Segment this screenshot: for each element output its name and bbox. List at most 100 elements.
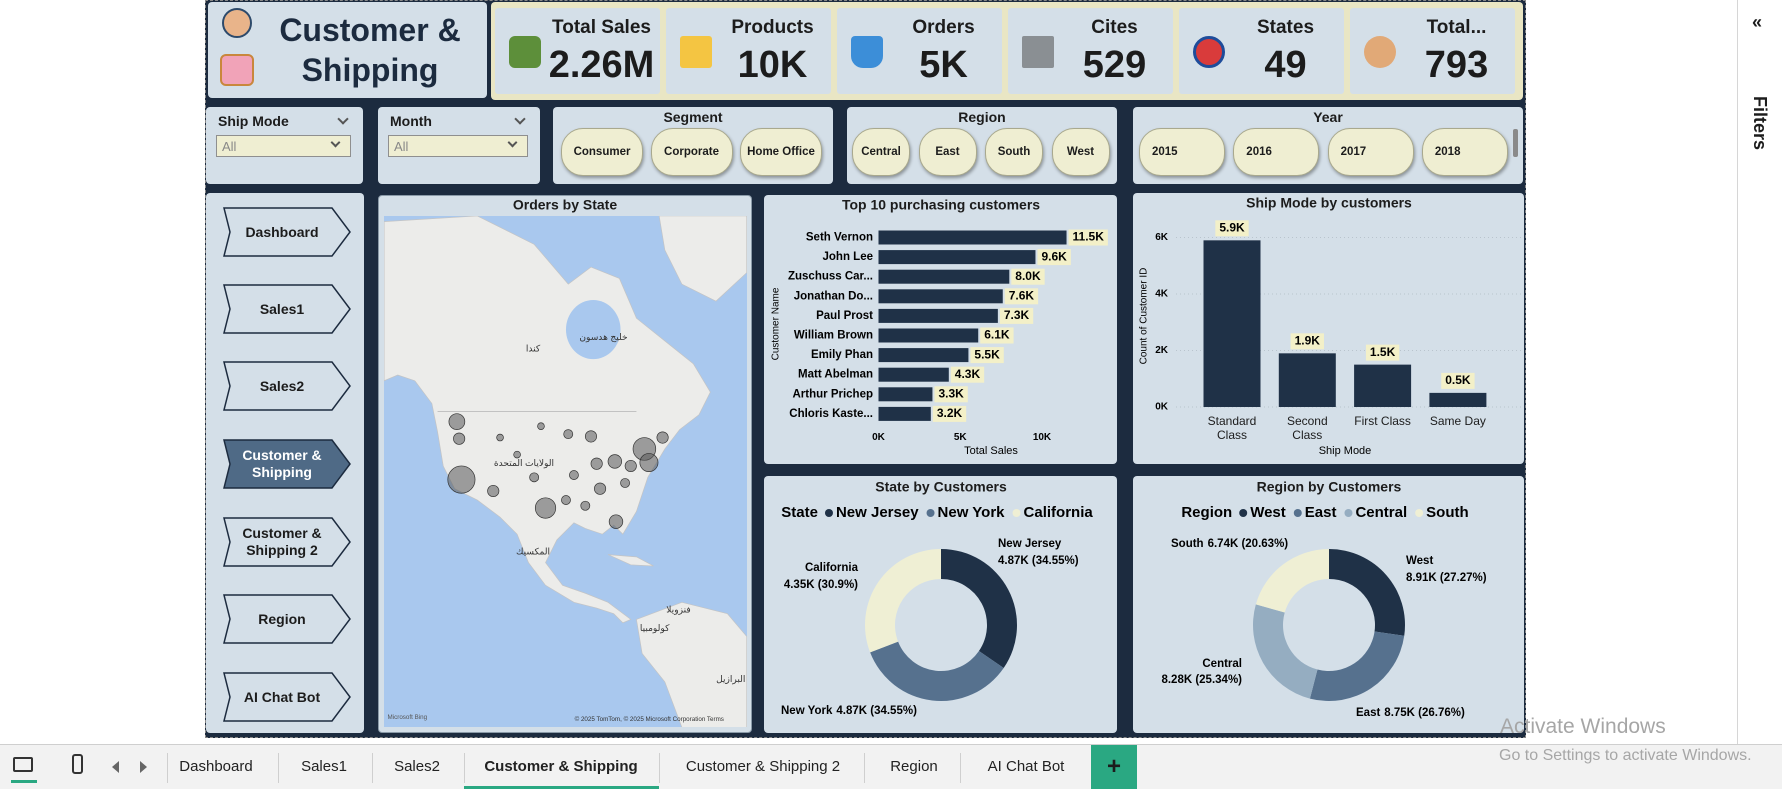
header-panel: Customer & Shipping (208, 2, 487, 98)
dropdown-box[interactable]: All (216, 135, 351, 157)
tab-separator (864, 753, 865, 783)
desktop-view-underline (11, 780, 37, 783)
kpi-card: Orders 5K (837, 8, 1002, 94)
watermark-text: Go to Settings to activate Windows. (1499, 747, 1752, 764)
kpi-label: Cites (1091, 17, 1138, 38)
nav-button[interactable]: Sales2 (218, 360, 352, 412)
collapse-button[interactable]: « (1752, 12, 1763, 32)
nav-label: Region (258, 610, 306, 627)
state-panel (764, 476, 1117, 733)
nav-button[interactable]: AI Chat Bot (218, 671, 352, 723)
nav-button[interactable]: Sales1 (218, 283, 352, 335)
slicer-button[interactable]: 2015 (1139, 128, 1225, 176)
page-tab[interactable]: Region (890, 758, 938, 775)
watermark-title: Activate Windows (1500, 715, 1666, 738)
slicer-button[interactable]: 2017 (1327, 128, 1414, 176)
tab-separator (960, 753, 961, 783)
page-tab[interactable]: Dashboard (179, 758, 253, 775)
slicer-chevron (337, 113, 349, 125)
kpi-value: 5K (919, 44, 968, 86)
slicer-button[interactable]: East (918, 128, 977, 176)
desktop-view-icon[interactable] (13, 757, 33, 772)
tab-separator (659, 753, 660, 783)
active-tab-underline (464, 786, 659, 789)
slicer-button[interactable]: Home Office (740, 128, 822, 176)
kpi-strip: Total Sales 2.26M Products 10K Orders 5K Cites… (491, 2, 1523, 100)
kpi-value: 2.26M (548, 44, 655, 86)
client-icon (222, 8, 252, 38)
nav-shape (223, 672, 351, 722)
nav-arrow (223, 594, 351, 644)
kpi-card: States 49 (1179, 8, 1344, 94)
prev-page-arrow[interactable] (112, 761, 119, 773)
slicer-scrollbar (1513, 129, 1518, 157)
nav-label: Dashboard (245, 223, 319, 240)
nav-button[interactable]: Region (218, 593, 352, 645)
map-panel (378, 195, 752, 733)
kpi-label: States (1256, 17, 1315, 38)
kpi-icon (1022, 36, 1054, 68)
slicer-label: Month (390, 113, 432, 129)
mobile-view-icon[interactable] (72, 754, 83, 774)
kpi-label: Total... (1426, 17, 1487, 38)
kpi-icon (851, 36, 883, 68)
kpi-icon (509, 36, 541, 68)
kpi-icon (1193, 36, 1225, 68)
header-title: Customer & Shipping (279, 12, 461, 88)
nav-button[interactable]: Customer & Shipping (218, 438, 352, 490)
next-page-arrow[interactable] (140, 761, 147, 773)
nav-button[interactable]: Dashboard (218, 206, 352, 258)
tab-bar: Dashboard Sales1 Sales2 Customer & Shipping… (0, 744, 1782, 789)
slicer-button[interactable]: 2016 (1233, 128, 1320, 176)
nav-arrow (223, 361, 351, 411)
shipping-icon (220, 54, 254, 86)
kpi-icon (680, 36, 712, 68)
filters-title: Filters (1750, 96, 1770, 151)
dropdown-value: All (394, 139, 409, 154)
nav-shape (223, 207, 351, 257)
nav-arrow (223, 207, 351, 257)
slicer-button[interactable]: Corporate (650, 128, 733, 176)
nav-button[interactable]: Customer & Shipping 2 (218, 516, 352, 568)
tab-separator (167, 753, 168, 783)
nav-shape (223, 284, 351, 334)
kpi-value: 49 (1264, 44, 1307, 86)
kpi-card: Total... 793 (1350, 8, 1515, 94)
slicer-title: Segment (663, 109, 723, 125)
page-tab[interactable]: Sales2 (394, 758, 440, 775)
nav-label: Sales2 (259, 377, 305, 394)
kpi-label: Orders (912, 17, 975, 38)
dropdown-slicer: Ship Mode All (206, 107, 363, 184)
slicer-button[interactable]: Consumer (561, 128, 643, 176)
page-tab[interactable]: Customer & Shipping (484, 758, 638, 775)
nav-label: Customer & Shipping (242, 447, 322, 480)
page-tab[interactable]: AI Chat Bot (987, 758, 1065, 775)
slicer-button[interactable]: West (1051, 128, 1110, 176)
slicer-button[interactable]: Central (852, 128, 910, 176)
slicer-button[interactable]: South (985, 128, 1043, 176)
nav-label: Customer & Shipping 2 (242, 525, 322, 558)
nav-shape (223, 361, 351, 411)
nav-shape (223, 517, 351, 567)
slicer-button[interactable]: 2018 (1421, 128, 1508, 176)
nav-arrow (223, 284, 351, 334)
kpi-label: Total Sales (552, 17, 651, 38)
kpi-value: 529 (1082, 44, 1147, 86)
slicer-label: Ship Mode (218, 113, 289, 129)
tab-separator (464, 753, 465, 783)
dropdown-box[interactable]: All (388, 135, 528, 157)
add-page-button[interactable]: + (1091, 745, 1137, 789)
kpi-label: Products (731, 17, 814, 38)
page-tab[interactable]: Sales1 (301, 758, 347, 775)
kpi-card: Cites 529 (1008, 8, 1173, 94)
top-customers-panel (764, 195, 1117, 464)
page-tab[interactable]: Customer & Shipping 2 (685, 758, 841, 775)
kpi-value: 793 (1424, 44, 1489, 86)
nav-shape (223, 594, 351, 644)
nav-arrow (223, 517, 351, 567)
region-panel (1133, 476, 1524, 733)
tab-separator (372, 753, 373, 783)
dropdown-slicer: Month All (378, 107, 540, 184)
dropdown-chevron (330, 137, 341, 148)
